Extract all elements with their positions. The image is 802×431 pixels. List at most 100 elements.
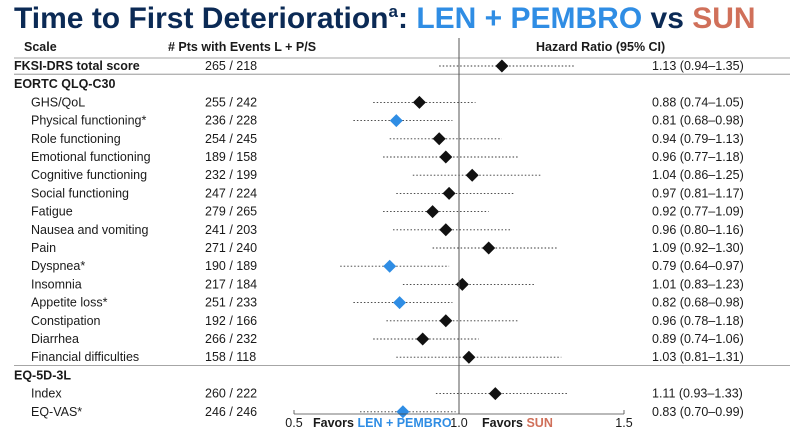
title-vs: vs [642,2,693,35]
row-hazard-ratio: 0.79 (0.64–0.97) [652,259,744,273]
row-events: 158 / 118 [205,350,256,364]
hr-marker [426,205,440,219]
hr-marker [416,332,430,346]
row-events: 254 / 245 [205,132,257,146]
row-hazard-ratio: 1.01 (0.83–1.23) [652,277,744,291]
row-hazard-ratio: 1.04 (0.86–1.25) [652,168,744,182]
title-superscript: a [388,2,398,21]
favors-right-prefix: Favors [482,416,526,430]
row-events: 251 / 233 [205,296,257,310]
row-label: Dyspnea* [31,259,85,273]
row-events: 279 / 265 [205,205,257,219]
favors-len-pembro-label: Favors LEN + PEMBRO [313,416,452,430]
row-hazard-ratio: 0.89 (0.74–1.06) [652,332,744,346]
row-events: 189 / 158 [205,150,257,164]
x-tick-label: 1.5 [615,416,632,430]
favors-left-arm: LEN + PEMBRO [357,416,451,430]
hr-marker [439,150,453,164]
table-row: Social functioning 247 / 224 0.97 (0.81–1.… [31,186,744,200]
row-label: FKSI-DRS total score [14,59,140,73]
table-row: Dyspnea* 190 / 189 0.79 (0.64–0.97) [31,259,744,273]
row-label: Social functioning [31,186,129,200]
row-hazard-ratio: 1.13 (0.94–1.35) [652,59,744,73]
hr-marker [488,387,502,401]
chart-title: Time to First Deteriorationa: LEN + PEMB… [14,2,756,36]
favors-sun-label: Favors SUN [482,416,553,430]
section-row: EQ-5D-3L [14,364,790,382]
row-label: Financial difficulties [31,350,139,364]
hr-marker [442,186,456,200]
hr-marker [396,405,410,419]
hr-marker [462,350,476,364]
x-tick-label: 1.0 [450,416,467,430]
row-label: Emotional functioning [31,150,151,164]
row-label: Pain [31,241,56,255]
row-label: Physical functioning* [31,114,146,128]
table-row: Fatigue 279 / 265 0.92 (0.77–1.09) [31,205,744,219]
row-hazard-ratio: 0.82 (0.68–0.98) [652,296,744,310]
hr-marker [412,95,426,109]
table-row: Insomnia 217 / 184 1.01 (0.83–1.23) [31,277,744,291]
row-hazard-ratio: 1.03 (0.81–1.31) [652,350,744,364]
row-events: 246 / 246 [205,405,257,419]
row-label: EQ-VAS* [31,405,82,419]
table-row: GHS/QoL 255 / 242 0.88 (0.74–1.05) [31,95,744,109]
row-events: 217 / 184 [205,277,257,291]
row-hazard-ratio: 0.96 (0.80–1.16) [652,223,744,237]
table-row: Role functioning 254 / 245 0.94 (0.79–1.13… [31,132,744,146]
row-label: Diarrhea [31,332,79,346]
row-hazard-ratio: 0.97 (0.81–1.17) [652,186,744,200]
row-hazard-ratio: 0.83 (0.70–0.99) [652,405,744,419]
row-label: Appetite loss* [31,296,108,310]
table-row: Diarrhea 266 / 232 0.89 (0.74–1.06) [31,332,744,346]
table-row: Pain 271 / 240 1.09 (0.92–1.30) [31,241,744,255]
header-scale: Scale [24,40,57,54]
row-events: 241 / 203 [205,223,257,237]
table-row: Physical functioning* 236 / 228 0.81 (0.68… [31,114,744,128]
table-row: Emotional functioning 189 / 158 0.96 (0.77… [31,150,744,164]
table-row: Index 260 / 222 1.11 (0.93–1.33) [31,387,743,401]
table-row: Nausea and vomiting 241 / 203 0.96 (0.80–1… [31,223,744,237]
row-events: 266 / 232 [205,332,257,346]
row-label: Insomnia [31,277,82,291]
row-events: 192 / 166 [205,314,257,328]
hr-marker [495,59,509,73]
hr-marker [455,277,469,291]
ticks-layer: 0.5 1.0 1.5 [285,410,633,430]
row-events: 190 / 189 [205,259,257,273]
row-events: 265 / 218 [205,59,257,73]
row-events: 260 / 222 [205,387,257,401]
section-label: EQ-5D-3L [14,368,71,382]
row-hazard-ratio: 0.88 (0.74–1.05) [652,95,744,109]
hr-marker [393,296,407,310]
header-hazard-ratio: Hazard Ratio (95% CI) [536,40,665,54]
row-events: 236 / 228 [205,114,257,128]
row-events: 247 / 224 [205,186,257,200]
row-hazard-ratio: 1.11 (0.93–1.33) [652,387,743,401]
hr-marker [465,168,479,182]
row-label: GHS/QoL [31,95,85,109]
header-events: # Pts with Events L + P/S [168,40,316,54]
favors-right-arm: SUN [526,416,552,430]
hr-marker [439,314,453,328]
hr-marker [383,259,397,273]
row-label: Index [31,387,62,401]
table-row: Cognitive functioning 232 / 199 1.04 (0.86… [31,168,744,182]
hr-marker [439,223,453,237]
row-label: Cognitive functioning [31,168,147,182]
row-label: Constipation [31,314,101,328]
title-colon: : [397,2,417,35]
hr-marker [482,241,496,255]
table-row: Appetite loss* 251 / 233 0.82 (0.68–0.98) [31,296,744,310]
table-row: EQ-VAS* 246 / 246 0.83 (0.70–0.99) [31,405,744,419]
row-hazard-ratio: 0.96 (0.78–1.18) [652,314,744,328]
row-hazard-ratio: 0.94 (0.79–1.13) [652,132,744,146]
x-tick-label: 0.5 [285,416,302,430]
row-hazard-ratio: 0.92 (0.77–1.09) [652,205,744,219]
hr-marker [432,132,446,146]
row-events: 255 / 242 [205,95,257,109]
row-hazard-ratio: 1.09 (0.92–1.30) [652,241,744,255]
favors-left-prefix: Favors [313,416,357,430]
section-label: EORTC QLQ-C30 [14,77,115,91]
